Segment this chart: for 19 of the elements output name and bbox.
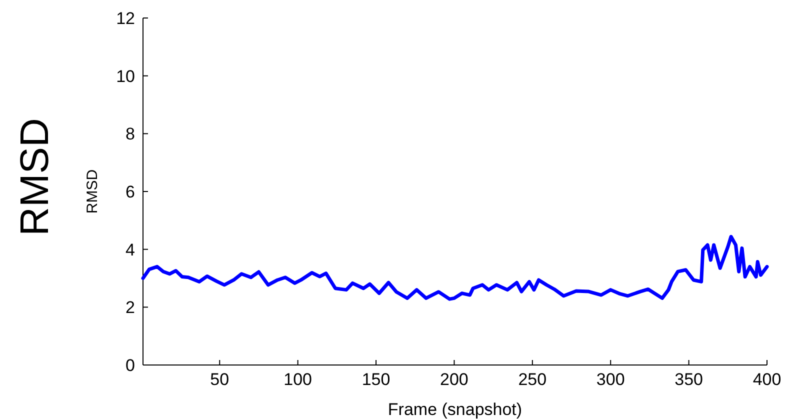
y-tick-label: 4	[126, 240, 135, 260]
y-tick-label: 10	[116, 66, 135, 86]
x-tick-label: 200	[440, 370, 468, 389]
y-tick-label: 8	[126, 124, 135, 144]
x-tick-label: 400	[752, 370, 782, 389]
y-tick-label: 2	[126, 298, 135, 318]
x-tick-label: 150	[362, 370, 390, 389]
y-tick-label: 0	[126, 356, 135, 375]
x-tick-label: 350	[674, 370, 703, 389]
y-axis-title: RMSD	[84, 169, 101, 214]
x-tick-label: 100	[284, 370, 312, 389]
line-series	[141, 234, 769, 301]
text: RMSD	[13, 118, 57, 236]
x-tick-label: 50	[210, 370, 230, 389]
x-tick-label: 250	[518, 370, 547, 389]
y-tick-label: 12	[116, 8, 135, 28]
y-tick-label: 6	[126, 182, 135, 202]
x-axis-title: Frame (snapshot)	[388, 400, 522, 419]
x-tick-label: 300	[596, 370, 625, 389]
